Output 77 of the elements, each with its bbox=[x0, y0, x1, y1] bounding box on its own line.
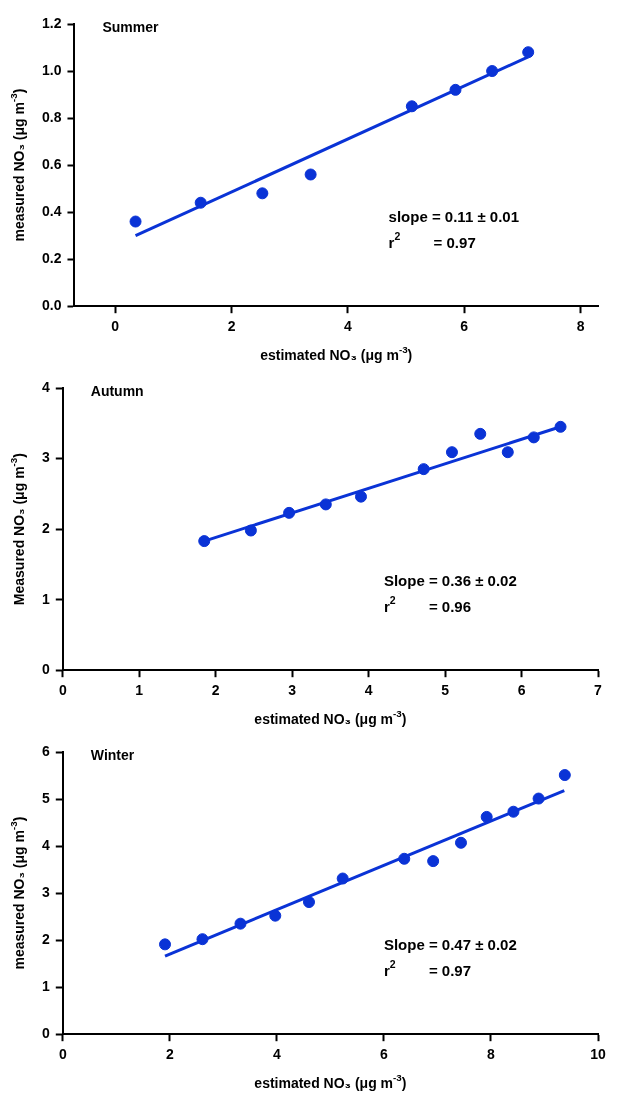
x-tick-label: 0 bbox=[111, 318, 120, 335]
point bbox=[269, 909, 282, 922]
point bbox=[507, 805, 520, 818]
y-tick-label: 0 bbox=[41, 661, 50, 678]
y-tick-label: 4 bbox=[41, 378, 50, 395]
point bbox=[234, 917, 247, 930]
x-tick-label: 10 bbox=[590, 1046, 606, 1063]
point bbox=[194, 196, 207, 209]
x-tick-label: 4 bbox=[343, 318, 352, 335]
y-tick-label: 3 bbox=[41, 883, 50, 900]
point bbox=[417, 463, 430, 476]
chart-title: Autumn bbox=[90, 383, 144, 399]
point bbox=[129, 215, 142, 228]
point bbox=[336, 872, 349, 885]
y-tick-label: 0.6 bbox=[41, 155, 62, 172]
y-axis-title: Measured NO₃ (μg m-3) bbox=[8, 453, 27, 606]
point bbox=[527, 431, 540, 444]
point bbox=[256, 187, 269, 200]
x-tick-label: 2 bbox=[165, 1046, 174, 1063]
y-tick-label: 1.0 bbox=[41, 61, 62, 78]
y-axis-title: measured NO₃ (μg m-3) bbox=[8, 816, 27, 970]
point bbox=[354, 490, 367, 503]
x-tick-label: 8 bbox=[487, 1046, 496, 1063]
x-tick-label: 6 bbox=[380, 1046, 389, 1063]
y-tick-label: 2 bbox=[41, 930, 50, 947]
point bbox=[198, 535, 211, 548]
point bbox=[449, 83, 462, 96]
point bbox=[302, 896, 315, 909]
x-tick-label: 7 bbox=[594, 682, 603, 699]
x-tick-label: 6 bbox=[460, 318, 469, 335]
point bbox=[532, 792, 545, 805]
y-tick-label: 0 bbox=[41, 1025, 50, 1042]
annotation: Slope = 0.36 ± 0.02 bbox=[383, 571, 517, 589]
point bbox=[480, 810, 493, 823]
chart-title: Summer bbox=[102, 19, 160, 35]
point bbox=[304, 168, 317, 181]
y-tick-label: 2 bbox=[41, 519, 50, 536]
y-tick-label: 6 bbox=[41, 742, 50, 759]
point bbox=[398, 852, 411, 865]
y-tick-label: 0.4 bbox=[41, 202, 62, 219]
y-tick-label: 3 bbox=[41, 449, 50, 466]
y-tick-label: 4 bbox=[41, 836, 50, 853]
y-tick-label: 0.0 bbox=[41, 297, 62, 314]
annotation: Slope = 0.47 ± 0.02 bbox=[383, 935, 517, 953]
point bbox=[454, 836, 467, 849]
point bbox=[474, 427, 487, 440]
point bbox=[427, 855, 440, 868]
x-tick-label: 6 bbox=[517, 682, 526, 699]
y-tick-label: 1.2 bbox=[41, 14, 62, 31]
point bbox=[486, 65, 499, 78]
point bbox=[159, 938, 172, 951]
point bbox=[405, 100, 418, 113]
x-tick-label: 1 bbox=[135, 682, 144, 699]
point bbox=[522, 46, 535, 59]
point bbox=[196, 933, 209, 946]
x-tick-label: 2 bbox=[211, 682, 220, 699]
point bbox=[319, 498, 332, 511]
chart-title: Winter bbox=[90, 747, 135, 763]
point bbox=[445, 446, 458, 459]
point bbox=[501, 446, 514, 459]
y-tick-label: 1 bbox=[41, 978, 50, 995]
point bbox=[558, 769, 571, 782]
x-tick-label: 4 bbox=[272, 1046, 281, 1063]
y-axis-title: measured NO₃ (μg m-3) bbox=[8, 88, 27, 242]
y-tick-label: 0.2 bbox=[41, 250, 62, 267]
x-tick-label: 4 bbox=[364, 682, 373, 699]
x-tick-label: 5 bbox=[441, 682, 450, 699]
y-tick-label: 1 bbox=[41, 590, 50, 607]
point bbox=[283, 506, 296, 519]
annotation: slope = 0.11 ± 0.01 bbox=[388, 207, 519, 225]
x-tick-label: 8 bbox=[576, 318, 585, 335]
point bbox=[244, 524, 257, 537]
x-tick-label: 3 bbox=[288, 682, 297, 699]
y-tick-label: 5 bbox=[41, 789, 50, 806]
y-tick-label: 0.8 bbox=[41, 108, 62, 125]
point bbox=[554, 420, 567, 433]
x-tick-label: 2 bbox=[227, 318, 236, 335]
